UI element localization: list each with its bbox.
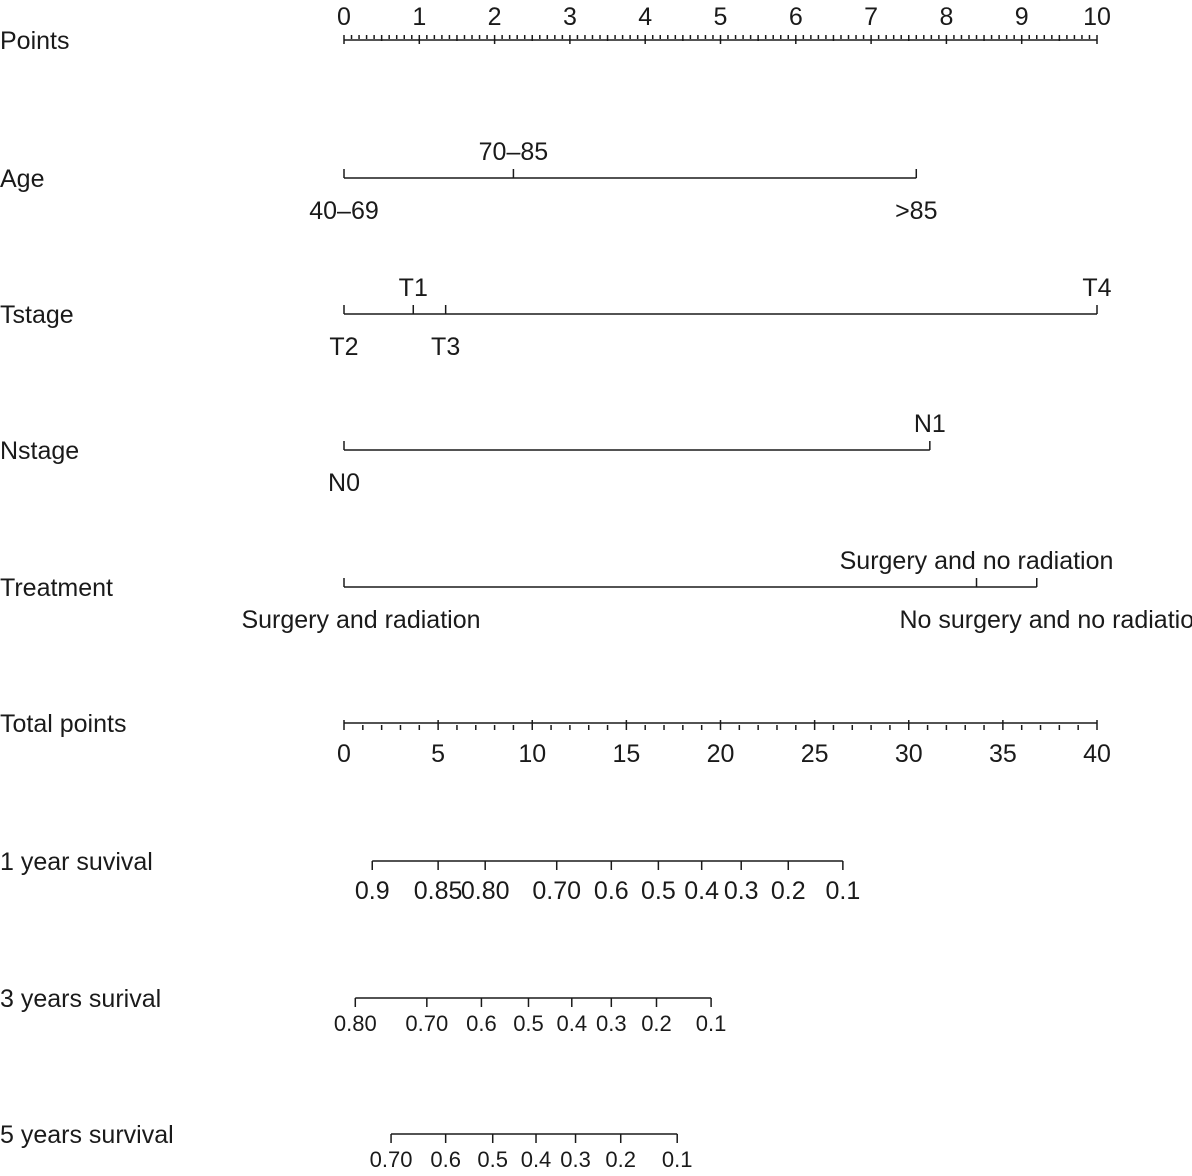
1-year-suvival-tick-label: 0.6 [594, 877, 629, 905]
3-years-surival-tick-label: 0.6 [466, 1011, 497, 1036]
age-row: Age 40–69 70–85 >85 [0, 138, 937, 225]
1-year-suvival-tick-label: 0.2 [771, 877, 806, 905]
1-year-suvival-tick-label: 0.1 [825, 877, 860, 905]
3-years-surival-tick-label: 0.3 [596, 1011, 627, 1036]
5-years-survival-tick-label: 0.6 [430, 1147, 461, 1172]
1-year-suvival-tick-label: 0.70 [532, 877, 581, 905]
points-label: Points [0, 27, 69, 55]
5-years-survival-tick-label: 0.3 [560, 1147, 591, 1172]
points-tick-label: 7 [864, 3, 878, 31]
3-years-surival-row: 3 years surival 0.80 0.70 0.6 0.5 0.4 0.3 0.2 0.… [0, 985, 726, 1036]
points-tick-label: 8 [939, 3, 953, 31]
tstage-row: Tstage T2 T1 T3 T4 [0, 274, 1112, 361]
5-years-survival-tick-label: 0.4 [521, 1147, 552, 1172]
age-level-40-69-label: 40–69 [309, 197, 379, 225]
1-year-suvival-tick-label: 0.9 [355, 877, 390, 905]
total-points-label: Total points [0, 710, 126, 738]
1-year-suvival-tick-label: 0.80 [461, 877, 510, 905]
5-years-survival-tick-label: 0.2 [605, 1147, 636, 1172]
1-year-suvival-tick-label: 0.85 [414, 877, 463, 905]
nstage-label: Nstage [0, 437, 79, 465]
3-years-surival-label: 3 years surival [0, 985, 161, 1013]
total-points-tick-label: 5 [431, 740, 445, 768]
points-tick-label: 0 [337, 3, 351, 31]
nstage-level-n0-label: N0 [328, 469, 360, 497]
points-tick-label: 6 [789, 3, 803, 31]
3-years-surival-tick-label: 0.4 [556, 1011, 587, 1036]
1-year-suvival-tick-label: 0.5 [641, 877, 676, 905]
total-points-tick-label: 25 [801, 740, 829, 768]
5-years-survival-label: 5 years survival [0, 1121, 174, 1149]
3-years-surival-tick-label: 0.5 [513, 1011, 544, 1036]
tstage-level-t3-label: T3 [431, 333, 460, 361]
1-year-suvival-tick-label: 0.3 [724, 877, 759, 905]
total-points-tick-label: 0 [337, 740, 351, 768]
total-points-tick-label: 35 [989, 740, 1017, 768]
points-tick-label: 3 [563, 3, 577, 31]
points-row: Points 0 1 2 3 4 5 6 7 8 9 10 [0, 3, 1111, 55]
points-tick-label: 5 [714, 3, 728, 31]
treatment-level-surgery-and-radiation-label: Surgery and radiation [241, 606, 480, 634]
total-points-tick-label: 30 [895, 740, 923, 768]
nstage-row: Nstage N0 N1 [0, 410, 946, 497]
points-tick-label: 1 [412, 3, 426, 31]
tstage-level-t4-label: T4 [1082, 274, 1111, 302]
total-points-tick-label: 15 [612, 740, 640, 768]
age-level-85-label: >85 [895, 197, 937, 225]
treatment-level-surgery-and-no-radiation-label: Surgery and no radiation [840, 547, 1114, 575]
1-year-suvival-tick-label: 0.4 [684, 877, 719, 905]
5-years-survival-tick-label: 0.1 [662, 1147, 693, 1172]
points-tick-label: 9 [1015, 3, 1029, 31]
points-tick-label: 2 [488, 3, 502, 31]
points-tick-label: 4 [638, 3, 652, 31]
total-points-tick-label: 20 [707, 740, 735, 768]
tstage-level-t2-label: T2 [329, 333, 358, 361]
total-points-tick-label: 10 [518, 740, 546, 768]
treatment-label: Treatment [0, 574, 113, 602]
total-points-tick-label: 40 [1083, 740, 1111, 768]
1-year-suvival-label: 1 year suvival [0, 848, 153, 876]
3-years-surival-tick-label: 0.2 [641, 1011, 672, 1036]
3-years-surival-tick-label: 0.80 [334, 1011, 377, 1036]
3-years-surival-tick-label: 0.70 [405, 1011, 448, 1036]
treatment-level-no-surgery-and-no-radiation-label: No surgery and no radiation [899, 606, 1192, 634]
3-years-surival-tick-label: 0.1 [696, 1011, 727, 1036]
age-level-70-85-label: 70–85 [479, 138, 549, 166]
5-years-survival-tick-label: 0.70 [370, 1147, 413, 1172]
treatment-row: Treatment Surgery and radiation Surgery an… [0, 547, 1192, 634]
nstage-level-n1-label: N1 [914, 410, 946, 438]
age-label: Age [0, 165, 44, 193]
tstage-label: Tstage [0, 301, 74, 329]
5-years-survival-tick-label: 0.5 [477, 1147, 508, 1172]
points-tick-label: 10 [1083, 3, 1111, 31]
total-points-row: Total points 0 5 10 15 20 25 30 35 40 [0, 710, 1111, 768]
tstage-level-t1-label: T1 [399, 274, 428, 302]
5-years-survival-row: 5 years survival 0.70 0.6 0.5 0.4 0.3 0.2 0.1 [0, 1121, 692, 1172]
